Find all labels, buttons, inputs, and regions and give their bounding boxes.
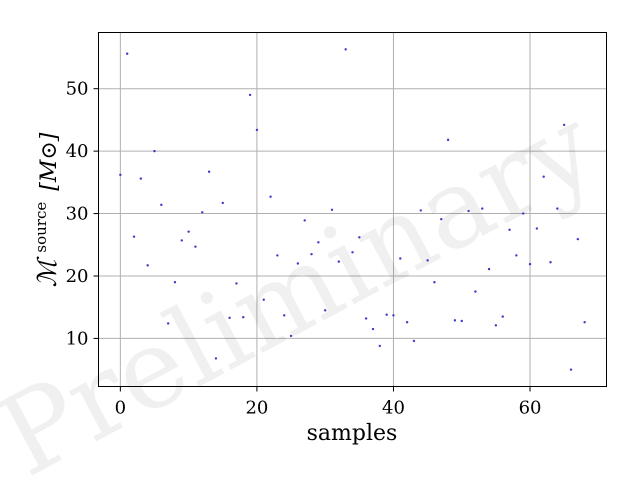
data-point: [501, 315, 504, 318]
data-point: [296, 262, 300, 265]
svg-text:ℳ source [M⊙]: ℳ source [M⊙]: [27, 132, 63, 287]
data-point: [187, 230, 190, 233]
data-point: [562, 123, 566, 127]
y-tick-label: 10: [66, 328, 89, 349]
data-point: [283, 314, 286, 317]
data-point: [453, 319, 457, 322]
data-point: [521, 212, 525, 215]
y-tick-label: 50: [66, 79, 89, 100]
data-point: [153, 149, 156, 153]
data-point: [276, 254, 279, 257]
data-point: [242, 315, 245, 319]
data-point: [583, 320, 586, 324]
x-tick-label: 60: [519, 398, 542, 419]
x-tick-label: 0: [115, 398, 126, 419]
data-point: [528, 262, 532, 266]
data-point: [556, 207, 559, 210]
data-point: [494, 324, 498, 327]
x-tick-label: 20: [245, 398, 268, 419]
data-points: [119, 48, 586, 371]
data-point: [378, 344, 382, 348]
data-point: [166, 322, 170, 325]
data-point: [317, 241, 320, 244]
data-point: [446, 138, 450, 142]
grid-lines: [98, 32, 607, 387]
data-point: [535, 227, 539, 230]
data-point: [310, 252, 313, 256]
data-point: [201, 211, 204, 214]
y-tick-label: 30: [66, 204, 89, 225]
data-point: [323, 309, 327, 312]
data-point: [173, 281, 177, 284]
data-point: [262, 298, 265, 301]
data-point: [549, 261, 552, 264]
y-axis-label: ℳ source [M⊙]: [27, 132, 63, 287]
data-point: [351, 251, 354, 254]
data-point: [207, 170, 211, 173]
data-point: [364, 317, 368, 320]
data-point: [576, 237, 580, 241]
data-point: [474, 290, 477, 293]
data-point: [487, 267, 491, 271]
data-point: [289, 334, 293, 338]
data-point: [440, 217, 443, 221]
data-point: [405, 320, 409, 324]
data-point: [358, 236, 361, 239]
data-point: [214, 357, 218, 360]
data-point: [139, 177, 143, 180]
data-point: [412, 339, 416, 343]
data-point: [221, 201, 224, 205]
data-point: [337, 260, 341, 263]
y-tick-label: 40: [66, 141, 89, 162]
data-point: [132, 235, 136, 238]
data-point: [433, 281, 436, 284]
data-point: [248, 93, 252, 97]
data-point: [344, 48, 347, 51]
data-point: [426, 259, 429, 262]
data-point: [481, 207, 484, 210]
data-point: [255, 128, 259, 132]
data-point: [330, 208, 334, 212]
data-point: [194, 245, 197, 248]
data-point: [508, 228, 511, 231]
data-point: [269, 195, 272, 198]
y-axis-label-unit: [M⊙]: [37, 132, 62, 191]
data-point: [515, 254, 518, 257]
data-point: [125, 52, 129, 55]
y-axis: 10 20 30 40 50: [66, 79, 99, 349]
y-axis-label-superscript: source: [32, 202, 50, 253]
data-point: [160, 203, 163, 207]
y-tick-label: 20: [66, 266, 89, 287]
x-axis-label: samples: [307, 421, 398, 446]
data-point: [303, 219, 306, 222]
data-point: [180, 239, 184, 242]
data-point: [569, 368, 573, 371]
data-point: [467, 209, 470, 213]
data-point: [399, 257, 402, 260]
plot-frame: [98, 32, 607, 387]
data-point: [371, 327, 375, 331]
data-point: [392, 314, 395, 317]
y-axis-label-symbol: ℳ: [33, 256, 63, 287]
data-point: [119, 173, 122, 177]
x-tick-label: 40: [382, 398, 405, 419]
data-point: [542, 175, 545, 178]
data-point: [146, 264, 149, 267]
data-point: [235, 282, 238, 285]
data-point: [228, 316, 231, 320]
data-point: [460, 319, 463, 323]
x-axis: 0 20 40 60: [115, 386, 542, 419]
data-point: [419, 209, 422, 212]
data-point: [385, 313, 388, 316]
